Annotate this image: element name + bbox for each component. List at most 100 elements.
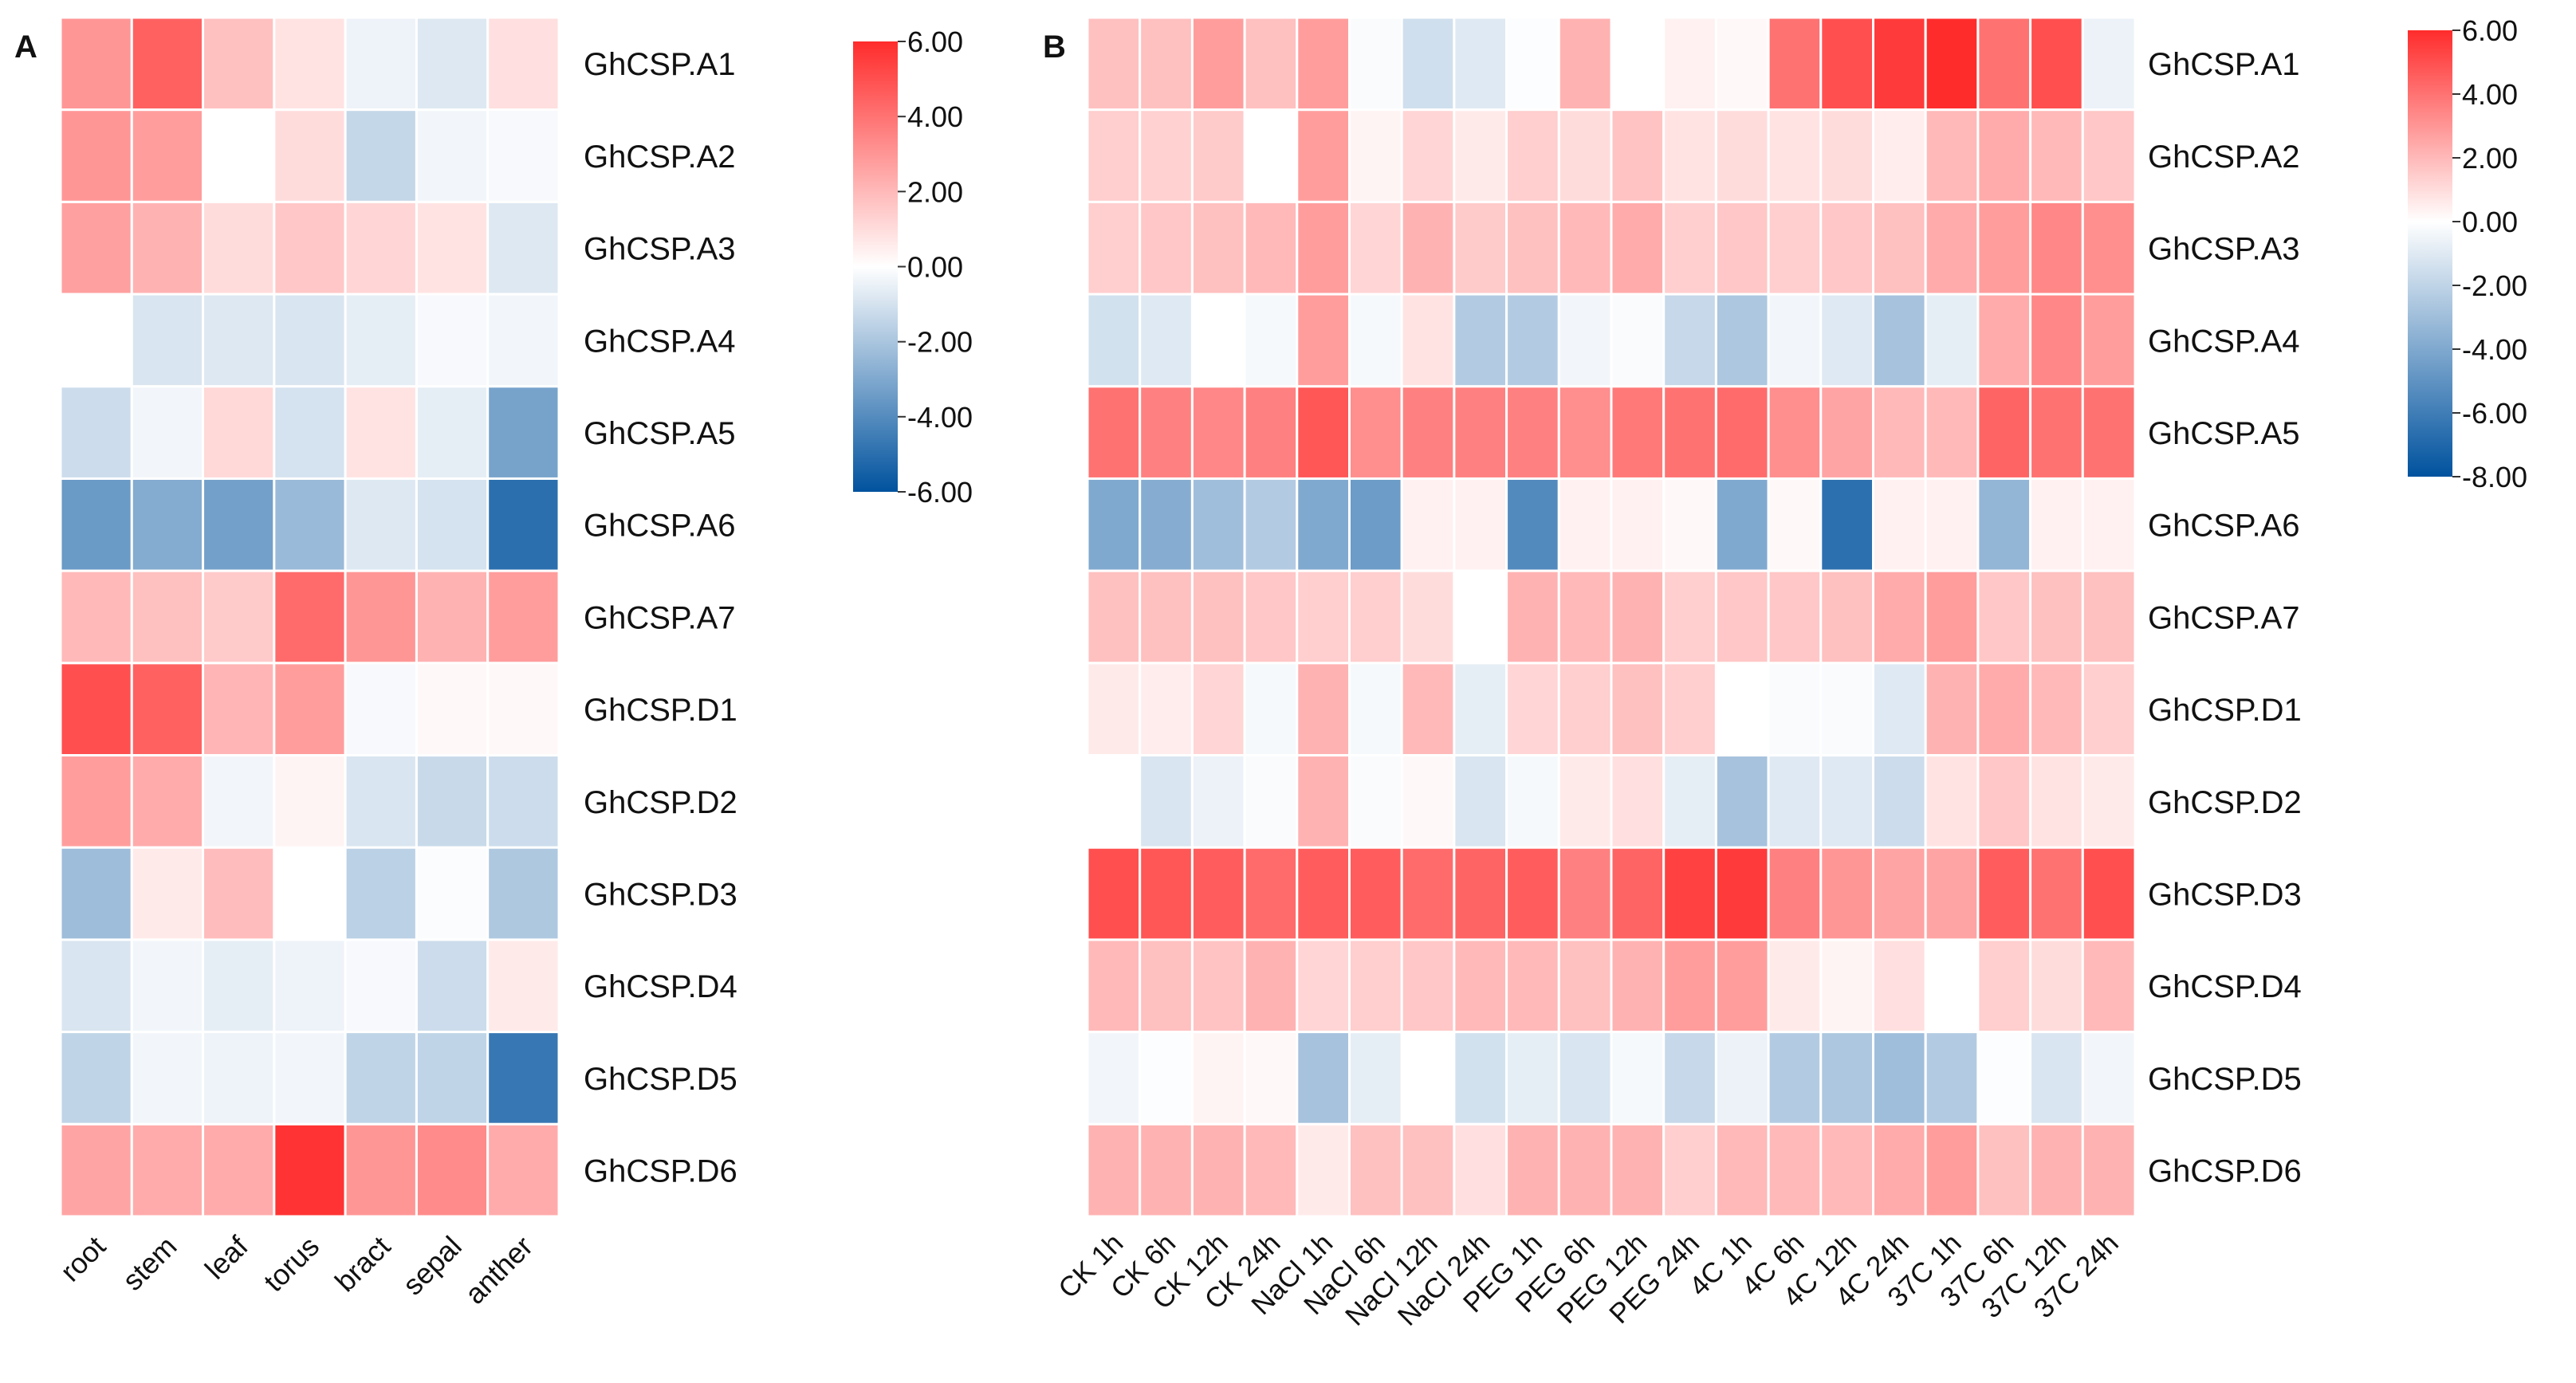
heatmap-b-cell bbox=[1662, 108, 1717, 203]
heatmap-b-cell bbox=[1348, 108, 1403, 203]
heatmap-b-cell bbox=[1400, 846, 1456, 941]
heatmap-b-cell bbox=[1243, 16, 1299, 112]
heatmap-a-cell bbox=[59, 569, 133, 665]
heatmap-b-cell bbox=[1819, 477, 1875, 572]
heatmap-a-cell bbox=[273, 569, 347, 665]
heatmap-b-cell bbox=[1924, 477, 1980, 572]
heatmap-b-cell bbox=[1924, 200, 1980, 296]
heatmap-b-cell bbox=[1348, 846, 1403, 941]
heatmap-a-cell bbox=[202, 938, 276, 1034]
colorbar-b-tick-label: -2.00 bbox=[2462, 269, 2527, 302]
heatmap-a-cell bbox=[486, 1122, 560, 1218]
heatmap-b-cell bbox=[1296, 569, 1351, 665]
heatmap-b-cell bbox=[1819, 1031, 1875, 1126]
heatmap-b-cell bbox=[1453, 385, 1508, 480]
heatmap-b-cell bbox=[1819, 16, 1875, 112]
heatmap-b-cell bbox=[2081, 385, 2137, 480]
heatmap-b-cell bbox=[1348, 16, 1403, 112]
heatmap-b-cell bbox=[2029, 16, 2084, 112]
heatmap-b-cell bbox=[1086, 108, 1142, 203]
heatmap-b-cell bbox=[1767, 754, 1823, 849]
heatmap-b-cell bbox=[1714, 846, 1770, 941]
heatmap-b-cell bbox=[1400, 938, 1456, 1034]
heatmap-a-row-label: GhCSP.D2 bbox=[584, 785, 737, 820]
heatmap-b-cell bbox=[2081, 293, 2137, 388]
heatmap-b-cell bbox=[2029, 108, 2084, 203]
colorbar-b-gradient bbox=[2408, 30, 2452, 477]
heatmap-b-cell bbox=[2081, 754, 2137, 849]
heatmap-b-cell bbox=[1453, 200, 1508, 296]
heatmap-b-cell bbox=[1190, 200, 1246, 296]
heatmap-a-cell bbox=[59, 938, 133, 1034]
heatmap-b-cell bbox=[1348, 477, 1403, 572]
colorbar-a-tick-label: 4.00 bbox=[907, 100, 963, 133]
heatmap-b-row-label: GhCSP.A5 bbox=[2148, 416, 2300, 451]
heatmap-b-cell bbox=[1714, 108, 1770, 203]
heatmap-a-cell bbox=[486, 662, 560, 757]
heatmap-b-cell bbox=[1243, 200, 1299, 296]
heatmap-a-cell bbox=[273, 385, 347, 480]
heatmap-b-cell bbox=[1819, 108, 1875, 203]
heatmap-b-cell bbox=[1557, 846, 1613, 941]
heatmap-b-row-label: GhCSP.D1 bbox=[2148, 693, 2302, 728]
heatmap-a-cell bbox=[202, 662, 276, 757]
heatmap-b-cell bbox=[1296, 1031, 1351, 1126]
heatmap-a-cell bbox=[59, 108, 133, 203]
heatmap-b-cell bbox=[1557, 108, 1613, 203]
heatmap-b-cell bbox=[1139, 16, 1194, 112]
heatmap-a-cell bbox=[344, 200, 418, 296]
heatmap-b-cell bbox=[1505, 293, 1560, 388]
heatmap-b-cell bbox=[1086, 1031, 1142, 1126]
colorbar-a: 6.00 4.00 2.00 0.00 -2.00 -4.00 -6.00 bbox=[853, 26, 973, 509]
heatmap-b-cell bbox=[1924, 938, 1980, 1034]
heatmap-b-cell bbox=[1662, 569, 1717, 665]
heatmap-b-cell bbox=[1557, 569, 1613, 665]
heatmap-b-cell bbox=[1610, 846, 1666, 941]
heatmap-b-cell bbox=[1505, 1031, 1560, 1126]
heatmap-a-cell bbox=[273, 1031, 347, 1126]
heatmap-a-cell bbox=[202, 1122, 276, 1218]
heatmap-b-cell bbox=[1610, 754, 1666, 849]
heatmap-b-cell bbox=[1557, 938, 1613, 1034]
heatmap-b-cell bbox=[1714, 569, 1770, 665]
heatmap-b-cell bbox=[1348, 385, 1403, 480]
heatmap-b-cell bbox=[1872, 200, 1927, 296]
heatmap-a-row-label: GhCSP.A2 bbox=[584, 139, 736, 175]
heatmap-b-cell bbox=[1714, 662, 1770, 757]
heatmap-b-cell bbox=[1976, 662, 2032, 757]
heatmap-b-cell bbox=[1505, 662, 1560, 757]
heatmap-a-cell bbox=[273, 1122, 347, 1218]
heatmap-b-cell bbox=[1139, 108, 1194, 203]
heatmap-a-row-labels: GhCSP.A1 GhCSP.A2 GhCSP.A3 GhCSP.A4 GhCSP.A5… bbox=[584, 47, 737, 1189]
heatmap-b-cell bbox=[1139, 293, 1194, 388]
heatmap-a-row-label: GhCSP.A5 bbox=[584, 416, 736, 451]
heatmap-b-cell bbox=[1243, 662, 1299, 757]
heatmap-a-cell bbox=[130, 477, 205, 572]
heatmap-b-cell bbox=[1662, 293, 1717, 388]
heatmap-b-cell bbox=[1453, 754, 1508, 849]
heatmap-b-cell bbox=[1400, 385, 1456, 480]
colorbar-a-tick-label: -6.00 bbox=[907, 476, 973, 509]
heatmap-b-cell bbox=[1767, 293, 1823, 388]
heatmap-b-cell bbox=[1243, 385, 1299, 480]
heatmap-a-cell bbox=[486, 846, 560, 941]
heatmap-a-cell bbox=[415, 662, 490, 757]
heatmap-b-cell bbox=[1086, 385, 1142, 480]
heatmap-b-cell bbox=[1505, 108, 1560, 203]
heatmap-a-cell bbox=[130, 662, 205, 757]
heatmap-a-row-label: GhCSP.A7 bbox=[584, 600, 736, 635]
heatmap-b-cell bbox=[1139, 200, 1194, 296]
heatmap-b-cell bbox=[2081, 16, 2137, 112]
colorbar-a-ticks: 6.00 4.00 2.00 0.00 -2.00 -4.00 -6.00 bbox=[898, 26, 973, 509]
heatmap-a-row-label: GhCSP.D1 bbox=[584, 693, 737, 728]
heatmap-b-cell bbox=[1348, 1122, 1403, 1218]
heatmap-b-cell bbox=[2081, 477, 2137, 572]
heatmap-b-row-label: GhCSP.D5 bbox=[2148, 1062, 2302, 1097]
heatmap-b-cell bbox=[1296, 754, 1351, 849]
heatmap-b-cell bbox=[1714, 293, 1770, 388]
heatmap-b-cell bbox=[1243, 938, 1299, 1034]
heatmap-a-cell bbox=[202, 1031, 276, 1126]
heatmap-a-cell bbox=[130, 569, 205, 665]
heatmap-b-row-label: GhCSP.A4 bbox=[2148, 324, 2300, 359]
